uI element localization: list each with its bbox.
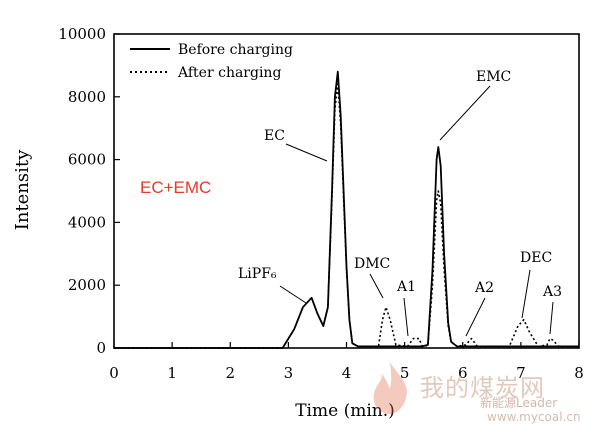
series-line-after-charging [114, 83, 579, 349]
peak-label: A1 [396, 279, 416, 295]
peak-leader-line [521, 269, 531, 319]
legend-label-before-charging: Before charging [178, 42, 293, 58]
peak-leader-line [439, 85, 491, 141]
legend: Before charging After charging [130, 42, 293, 81]
legend-label-after-charging: After charging [177, 65, 281, 81]
x-tick-label: 1 [167, 364, 177, 382]
peak-leader-line [279, 285, 307, 304]
y-axis-ticks: 0 2000 4000 6000 8000 10000 [58, 25, 120, 357]
y-tick-label: 10000 [58, 25, 106, 43]
x-tick-label: 2 [225, 364, 235, 382]
watermark-url: www.mycoal.cn [487, 410, 581, 424]
peak-leader-line [369, 273, 384, 299]
y-axis-label: Intensity [12, 149, 33, 230]
series-layer [114, 70, 579, 349]
peak-labels: LiPF₆ EC DMC A1 EMC A2 DEC A3 [238, 69, 562, 337]
ec-emc-annotation: EC+EMC [140, 178, 211, 197]
watermark-main: 我的煤炭网 [420, 374, 545, 402]
watermark-sub: 新能源Leader [480, 396, 558, 410]
x-axis-ticks: 0 1 2 3 4 5 6 7 8 [109, 342, 584, 382]
peak-label: LiPF₆ [238, 266, 277, 282]
x-tick-label: 6 [458, 364, 468, 382]
x-tick-label: 4 [342, 364, 352, 382]
peak-leader-line [403, 297, 409, 337]
x-tick-label: 3 [284, 364, 294, 382]
peak-label: EMC [476, 69, 511, 85]
peak-label: A3 [542, 284, 562, 300]
x-axis-label: Time (min.) [295, 401, 395, 421]
x-tick-label: 0 [109, 364, 119, 382]
y-tick-label: 4000 [68, 213, 106, 231]
y-tick-label: 0 [96, 339, 106, 357]
peak-label: DEC [520, 250, 552, 266]
watermark-flame-icon [373, 362, 407, 414]
series-line-before-charging [114, 70, 579, 349]
peak-label: EC [264, 128, 285, 144]
peak-leader-line [285, 143, 328, 162]
x-tick-label: 8 [574, 364, 584, 382]
y-tick-label: 8000 [68, 88, 106, 106]
peak-leader-line [465, 297, 486, 337]
x-tick-label: 5 [400, 364, 410, 382]
peak-label: A2 [474, 280, 494, 296]
y-tick-label: 6000 [68, 151, 106, 169]
y-tick-label: 2000 [68, 276, 106, 294]
x-tick-label: 7 [516, 364, 526, 382]
peak-leader-line [549, 301, 554, 335]
peak-label: DMC [354, 256, 390, 272]
